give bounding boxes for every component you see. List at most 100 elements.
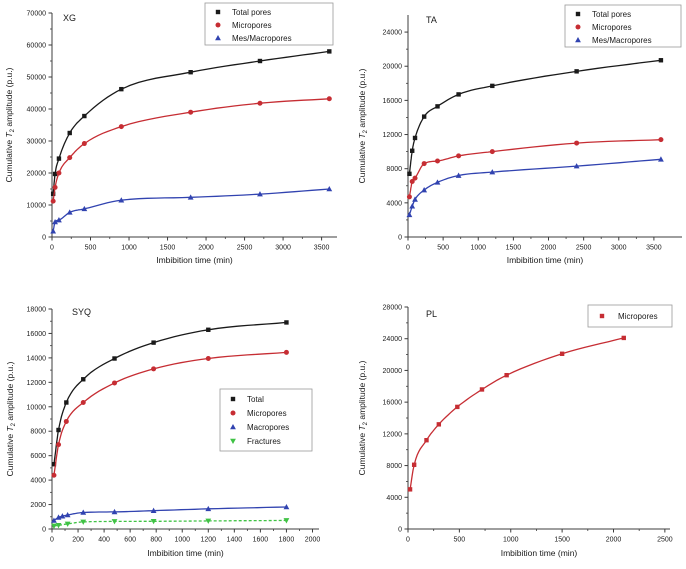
circle-marker <box>326 96 332 102</box>
triangle-up-marker <box>59 513 66 519</box>
x-tick-label: 3500 <box>646 245 662 252</box>
series-total-pores <box>50 49 332 196</box>
triangle-down-marker <box>51 523 57 529</box>
circle-marker <box>283 349 289 355</box>
y-tick-label: 14000 <box>27 355 47 362</box>
triangle-up-marker <box>230 424 236 430</box>
triangle-up-marker <box>66 209 73 215</box>
triangle-up-marker <box>489 169 496 175</box>
y-tick-label: 10000 <box>27 404 47 411</box>
series-macropores <box>51 504 290 523</box>
legend: Total pores Micropores Mes/Macropores <box>204 2 334 46</box>
circle-marker <box>81 141 87 147</box>
triangle-up-marker <box>187 194 194 200</box>
triangle-up-marker <box>205 505 212 512</box>
square-marker <box>456 92 461 97</box>
circle-marker <box>412 175 418 181</box>
y-tick-label: 18000 <box>27 307 47 314</box>
x-tick-label: 0 <box>50 537 54 544</box>
triangle-down-marker <box>55 523 62 529</box>
triangle-up-marker <box>81 205 88 212</box>
triangle-up-marker <box>658 156 664 162</box>
x-tick-label: 0 <box>50 245 54 252</box>
series-mes-macropores <box>50 186 333 234</box>
circle-marker <box>435 158 441 164</box>
circle-marker <box>489 149 495 155</box>
chart-title: PL <box>426 309 437 319</box>
square-marker <box>658 58 664 63</box>
square-marker <box>327 49 332 54</box>
x-tick-label: 2500 <box>576 245 592 252</box>
y-tick-label: 24000 <box>383 336 403 343</box>
circle-marker <box>151 366 157 372</box>
square-marker <box>56 156 62 161</box>
triangle-down-marker <box>205 518 212 524</box>
circle-marker <box>80 400 86 405</box>
series-micropores <box>50 96 332 204</box>
triangle-up-marker <box>51 517 57 523</box>
y-tick-label: 10000 <box>27 203 47 210</box>
x-axis-ticks: 0 500 1000 1500 2000 2500 3000 3500 <box>50 237 329 252</box>
triangle-down-marker <box>80 519 87 525</box>
y-axis-ticks: 0 4000 8000 12000 16000 20000 24000 28000 <box>383 305 408 534</box>
y-tick-label: 0 <box>42 527 46 534</box>
y-tick-label: 8000 <box>30 429 46 436</box>
square-marker <box>52 171 58 177</box>
chart-title: SYQ <box>72 307 91 317</box>
x-tick-label: 800 <box>150 537 162 544</box>
y-tick-label: 4000 <box>386 200 402 207</box>
chart-panel-ta: 0 500 1000 1500 2000 2500 3000 3500 0 4000 8000 120… <box>343 0 686 284</box>
square-marker <box>215 9 221 15</box>
y-tick-label: 40000 <box>27 107 47 114</box>
circle-marker <box>230 410 236 416</box>
triangle-up-marker <box>80 509 87 515</box>
circle-marker <box>421 161 427 167</box>
chart-xg: 0 500 1000 1500 2000 2500 3000 3500 0 10000 20000 3… <box>4 2 337 265</box>
y-tick-label: 0 <box>42 235 46 242</box>
circle-marker <box>188 109 194 115</box>
legend-label: Micropores <box>247 409 287 418</box>
y-axis-label: Cumulative T2 amplitude (p.u.) <box>357 360 369 475</box>
square-marker <box>412 135 418 141</box>
triangle-up-marker <box>326 186 333 192</box>
square-marker <box>504 372 509 378</box>
circle-marker <box>51 472 57 478</box>
x-tick-label: 500 <box>454 537 466 544</box>
x-axis-label: Imbibition time (min) <box>501 548 578 558</box>
triangle-down-marker <box>111 519 118 525</box>
triangle-up-marker <box>412 196 418 202</box>
series-total-pores <box>407 58 664 177</box>
square-marker <box>575 11 581 17</box>
y-tick-label: 8000 <box>386 463 402 470</box>
square-marker <box>51 462 57 467</box>
x-tick-label: 1000 <box>503 537 519 544</box>
circle-marker <box>63 418 69 424</box>
x-tick-label: 1800 <box>279 537 295 544</box>
triangle-up-marker <box>434 179 441 185</box>
y-tick-label: 12000 <box>383 431 403 438</box>
chart-title: XG <box>63 13 76 23</box>
legend-label: Total <box>247 395 264 404</box>
x-axis-label: Imbibition time (min) <box>156 255 233 265</box>
x-axis-label: Imbibition time (min) <box>507 255 584 265</box>
y-tick-label: 24000 <box>383 30 403 37</box>
y-tick-label: 12000 <box>27 380 47 387</box>
circle-marker <box>205 356 211 361</box>
x-tick-label: 2500 <box>657 537 673 544</box>
triangle-up-marker <box>215 35 221 41</box>
square-marker <box>410 148 415 153</box>
x-tick-label: 1600 <box>253 537 269 544</box>
x-tick-label: 2000 <box>541 245 557 252</box>
triangle-up-marker <box>52 218 58 225</box>
triangle-up-marker <box>50 228 57 234</box>
fit-curve <box>53 351 287 476</box>
y-tick-label: 6000 <box>30 453 46 460</box>
triangle-up-marker <box>64 511 71 518</box>
y-tick-label: 4000 <box>30 478 46 485</box>
y-tick-label: 2000 <box>30 502 46 509</box>
circle-marker <box>215 22 221 28</box>
x-tick-label: 2000 <box>606 537 622 544</box>
x-tick-label: 2000 <box>305 537 321 544</box>
y-axis-ticks: 0 4000 8000 12000 16000 20000 24000 <box>383 30 408 242</box>
legend-label: Total pores <box>592 10 631 19</box>
